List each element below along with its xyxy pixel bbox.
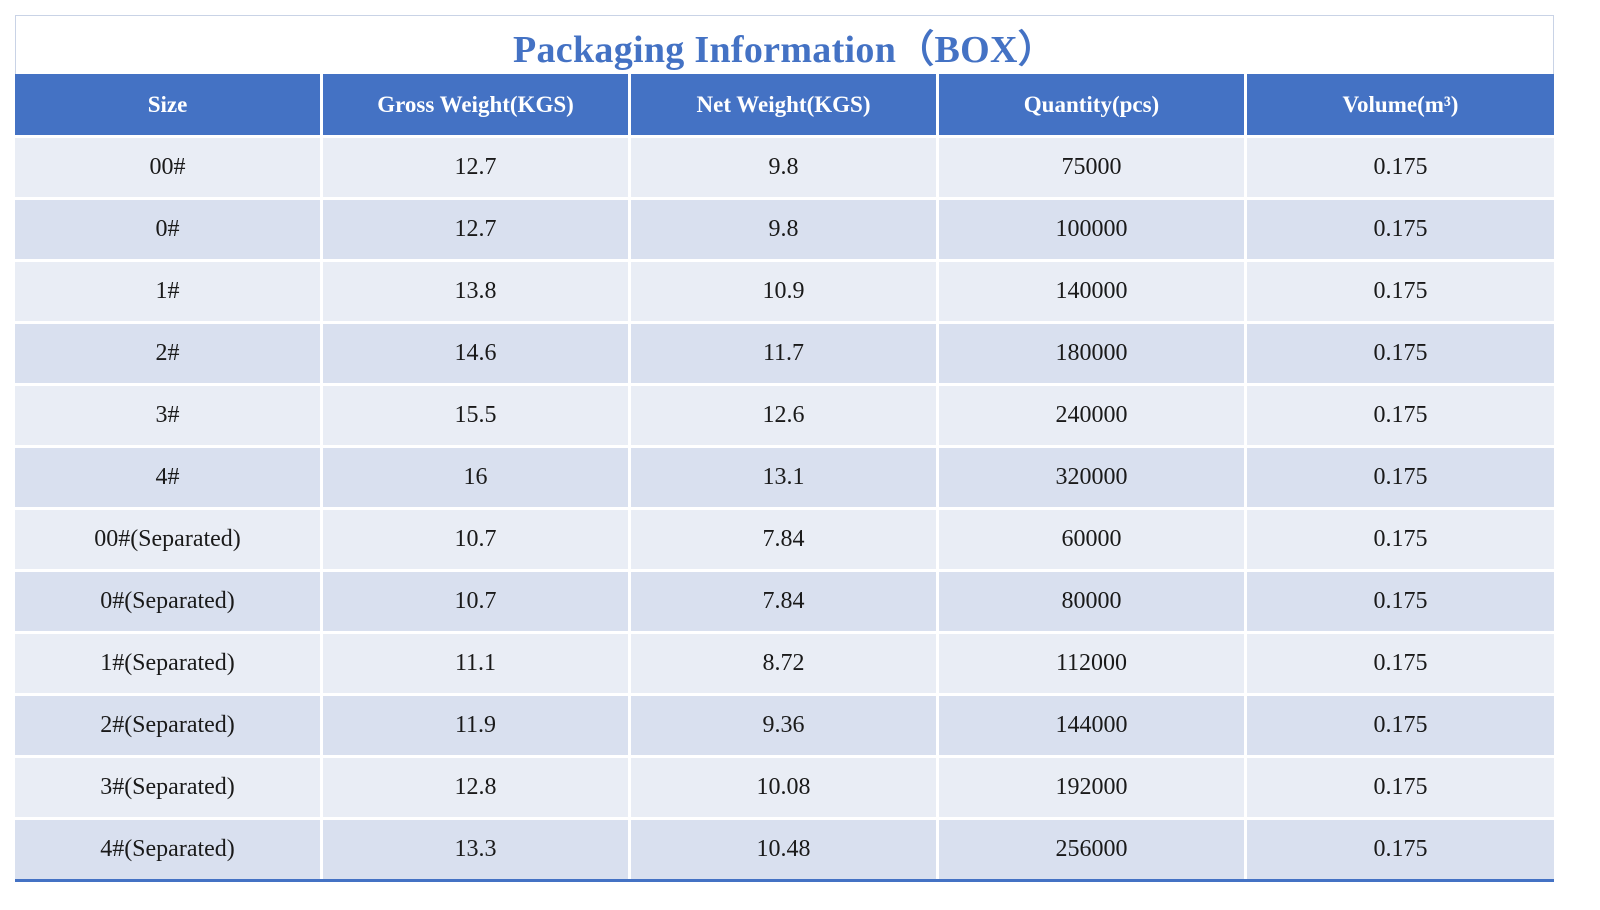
table-title: Packaging Information（BOX） xyxy=(513,28,1056,71)
table-cell: 12.7 xyxy=(323,200,628,259)
column-header: Gross Weight(KGS) xyxy=(323,74,628,135)
table-cell: 7.84 xyxy=(631,510,936,569)
table-cell: 2#(Separated) xyxy=(15,696,320,755)
table-cell: 0# xyxy=(15,200,320,259)
table-cell: 0.175 xyxy=(1247,138,1554,197)
table-cell: 10.08 xyxy=(631,758,936,817)
table-cell: 11.9 xyxy=(323,696,628,755)
table-cell: 00# xyxy=(15,138,320,197)
table-cell: 9.8 xyxy=(631,138,936,197)
table-cell: 0.175 xyxy=(1247,324,1554,383)
table-cell: 1# xyxy=(15,262,320,321)
table-cell: 12.7 xyxy=(323,138,628,197)
table-cell: 240000 xyxy=(939,386,1244,445)
table-cell: 0#(Separated) xyxy=(15,572,320,631)
column-header: Volume(m³) xyxy=(1247,74,1554,135)
table-cell: 3#(Separated) xyxy=(15,758,320,817)
table-cell: 10.7 xyxy=(323,572,628,631)
table-cell: 144000 xyxy=(939,696,1244,755)
table-cell: 80000 xyxy=(939,572,1244,631)
table-cell: 11.1 xyxy=(323,634,628,693)
table-frame: Packaging Information（BOX） Size Gross Wei… xyxy=(15,15,1554,882)
table-cell: 0.175 xyxy=(1247,200,1554,259)
table-cell: 7.84 xyxy=(631,572,936,631)
table-cell: 2# xyxy=(15,324,320,383)
column-header: Size xyxy=(15,74,320,135)
table: Size Gross Weight(KGS) Net Weight(KGS) Quan… xyxy=(15,74,1554,879)
table-cell: 10.48 xyxy=(631,820,936,879)
table-cell: 12.8 xyxy=(323,758,628,817)
table-cell: 13.3 xyxy=(323,820,628,879)
table-cell: 9.8 xyxy=(631,200,936,259)
table-cell: 00#(Separated) xyxy=(15,510,320,569)
table-cell: 3# xyxy=(15,386,320,445)
table-cell: 12.6 xyxy=(631,386,936,445)
table-cell: 15.5 xyxy=(323,386,628,445)
table-cell: 140000 xyxy=(939,262,1244,321)
table-cell: 112000 xyxy=(939,634,1244,693)
table-cell: 16 xyxy=(323,448,628,507)
column-header: Quantity(pcs) xyxy=(939,74,1244,135)
table-cell: 11.7 xyxy=(631,324,936,383)
table-cell: 0.175 xyxy=(1247,386,1554,445)
table-cell: 13.8 xyxy=(323,262,628,321)
table-cell: 0.175 xyxy=(1247,634,1554,693)
table-cell: 8.72 xyxy=(631,634,936,693)
table-cell: 0.175 xyxy=(1247,448,1554,507)
table-cell: 256000 xyxy=(939,820,1244,879)
table-cell: 10.9 xyxy=(631,262,936,321)
column-header: Net Weight(KGS) xyxy=(631,74,936,135)
table-cell: 0.175 xyxy=(1247,572,1554,631)
table-cell: 180000 xyxy=(939,324,1244,383)
table-cell: 0.175 xyxy=(1247,820,1554,879)
table-cell: 1#(Separated) xyxy=(15,634,320,693)
table-cell: 320000 xyxy=(939,448,1244,507)
table-cell: 75000 xyxy=(939,138,1244,197)
table-cell: 4# xyxy=(15,448,320,507)
table-cell: 0.175 xyxy=(1247,510,1554,569)
table-cell: 60000 xyxy=(939,510,1244,569)
table-cell: 0.175 xyxy=(1247,262,1554,321)
table-cell: 0.175 xyxy=(1247,758,1554,817)
table-cell: 4#(Separated) xyxy=(15,820,320,879)
bottom-rule xyxy=(15,879,1554,882)
table-cell: 9.36 xyxy=(631,696,936,755)
title-box: Packaging Information（BOX） xyxy=(15,15,1554,74)
table-cell: 10.7 xyxy=(323,510,628,569)
table-cell: 14.6 xyxy=(323,324,628,383)
table-cell: 0.175 xyxy=(1247,696,1554,755)
table-cell: 192000 xyxy=(939,758,1244,817)
table-cell: 13.1 xyxy=(631,448,936,507)
table-cell: 100000 xyxy=(939,200,1244,259)
